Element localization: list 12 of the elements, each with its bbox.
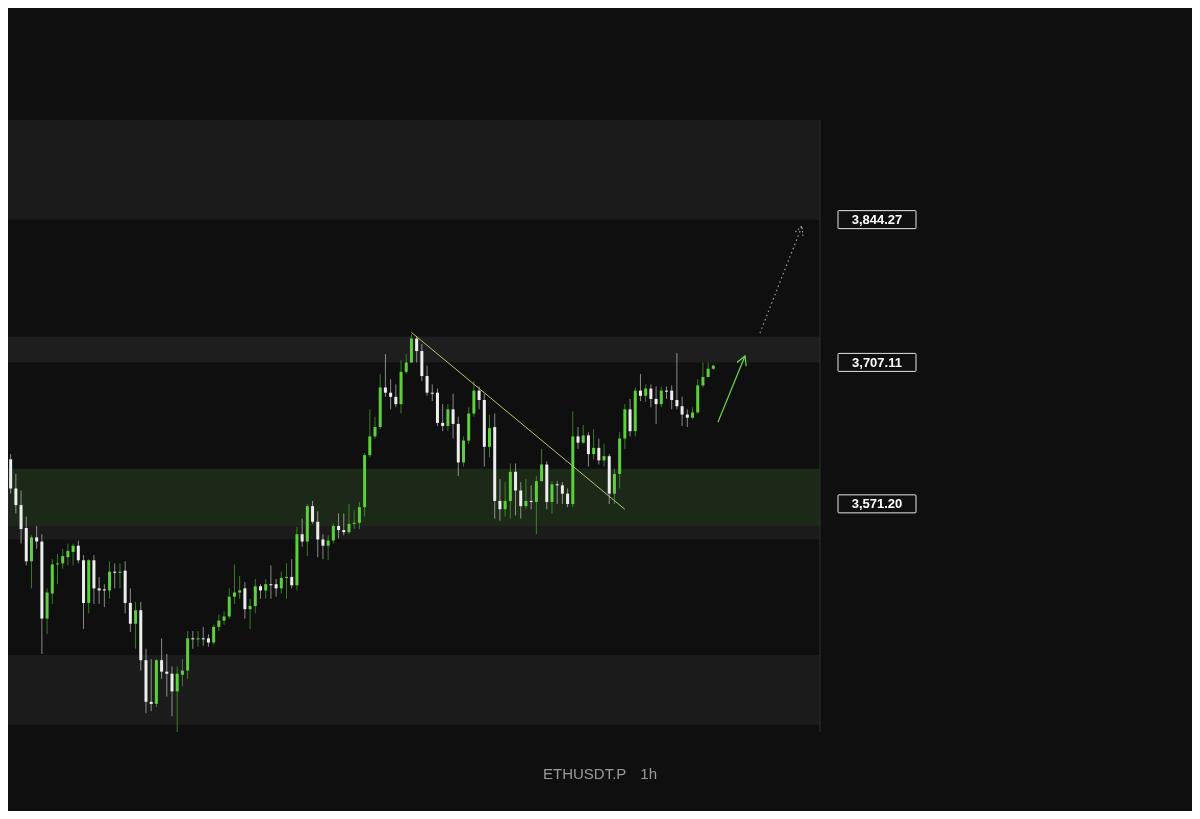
candlestick bbox=[430, 383, 434, 402]
y-tick-label: 3,571.20 bbox=[851, 496, 903, 512]
y-tick-label: 3,844.27 bbox=[851, 212, 903, 228]
candlestick bbox=[274, 578, 278, 598]
candlestick bbox=[664, 385, 668, 400]
text: 1h bbox=[640, 765, 658, 782]
y-tick-label: 3,707.11 bbox=[852, 354, 902, 370]
candlestick bbox=[196, 630, 200, 648]
candlestick bbox=[191, 630, 195, 650]
candlestick bbox=[222, 610, 226, 626]
text: ETHUSDT.P bbox=[542, 765, 627, 782]
candlestick bbox=[217, 613, 221, 632]
